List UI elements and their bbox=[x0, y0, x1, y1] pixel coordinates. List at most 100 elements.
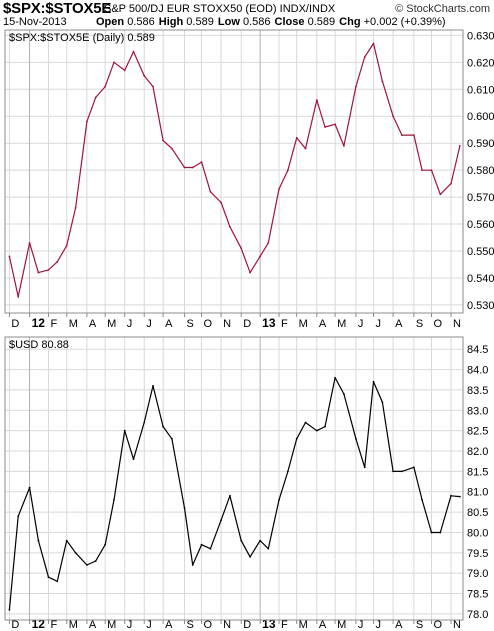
usd-data-point bbox=[267, 547, 270, 550]
usd-x-tick-label: A bbox=[165, 619, 173, 631]
usd-data-point bbox=[304, 421, 307, 424]
usd-x-tick-label: D bbox=[11, 619, 19, 631]
usd-data-point bbox=[65, 539, 68, 542]
ratio-series-line bbox=[8, 42, 461, 298]
usd-data-point bbox=[209, 547, 212, 550]
usd-x-tick-label: J bbox=[146, 619, 152, 631]
ratio-x-tick-label: M bbox=[107, 318, 116, 330]
ratio-x-tick-label: S bbox=[416, 318, 423, 330]
usd-y-tick-label: 83.5 bbox=[467, 385, 488, 397]
ratio-y-tick-label: 0.550 bbox=[467, 246, 494, 258]
usd-data-point bbox=[315, 429, 318, 432]
ratio-data-point bbox=[37, 271, 40, 274]
ratio-data-point bbox=[240, 247, 243, 250]
ratio-data-point bbox=[355, 85, 357, 88]
usd-x-tick-label: M bbox=[107, 619, 116, 631]
low-value: 0.586 bbox=[242, 16, 271, 28]
usd-y-tick-label: 79.0 bbox=[467, 568, 488, 580]
usd-data-point bbox=[286, 470, 289, 473]
ratio-data-point bbox=[343, 144, 345, 147]
ratio-x-tick-label: O bbox=[434, 318, 443, 330]
usd-data-point bbox=[74, 551, 77, 554]
usd-data-point bbox=[56, 580, 59, 583]
usd-data-point bbox=[37, 539, 40, 542]
ratio-x-tick-label: N bbox=[453, 318, 461, 330]
ratio-x-tick-label: A bbox=[395, 318, 403, 330]
usd-x-tick-label: S bbox=[416, 619, 423, 631]
chg-label: Chg bbox=[339, 16, 361, 28]
usd-x-tick-label: 13 bbox=[262, 617, 276, 631]
open-value: 0.586 bbox=[127, 16, 155, 28]
ratio-x-tick-label: O bbox=[204, 318, 213, 330]
ratio-y-tick-label: 0.630 bbox=[467, 30, 494, 42]
ratio-data-point bbox=[278, 188, 280, 190]
ratio-data-point bbox=[304, 147, 307, 150]
usd-y-tick-label: 78.5 bbox=[467, 589, 488, 601]
ratio-y-tick-label: 0.590 bbox=[467, 138, 494, 150]
usd-data-point bbox=[85, 564, 88, 566]
usd-y-tick-label: 84.0 bbox=[467, 365, 488, 377]
ratio-x-tick-label: D bbox=[243, 318, 251, 330]
usd-data-point bbox=[171, 437, 173, 440]
ratio-x-tick-label: F bbox=[281, 318, 288, 330]
ratio-data-point bbox=[123, 69, 126, 72]
usd-data-point bbox=[430, 531, 433, 534]
usd-data-point bbox=[324, 425, 326, 428]
ratio-data-point bbox=[28, 242, 31, 244]
ratio-x-tick-label: 12 bbox=[32, 316, 46, 330]
close-value: 0.589 bbox=[307, 16, 336, 28]
usd-x-tick-label: A bbox=[319, 619, 327, 631]
ratio-data-point bbox=[334, 123, 337, 126]
ratio-data-point bbox=[191, 166, 194, 169]
ratio-data-point bbox=[267, 242, 270, 244]
usd-data-point bbox=[295, 437, 298, 440]
ratio-y-tick-label: 0.530 bbox=[467, 300, 494, 312]
ratio-data-point bbox=[315, 99, 318, 101]
open-label: Open bbox=[96, 16, 125, 28]
low-label: Low bbox=[217, 16, 240, 28]
ratio-data-point bbox=[171, 147, 173, 150]
ratio-plot-area bbox=[5, 30, 463, 313]
usd-data-point bbox=[191, 564, 194, 566]
ratio-x-tick-label: A bbox=[89, 318, 97, 330]
usd-data-point bbox=[363, 466, 366, 469]
usd-data-point bbox=[28, 486, 31, 489]
usd-y-tick-label: 82.5 bbox=[467, 426, 488, 438]
usd-x-tick-label: S bbox=[187, 619, 194, 631]
usd-data-point bbox=[17, 515, 20, 518]
ratio-data-point bbox=[85, 120, 88, 123]
usd-x-tick-label: M bbox=[69, 619, 78, 631]
usd-data-point bbox=[143, 421, 146, 424]
ratio-data-point bbox=[209, 190, 212, 193]
ratio-data-point bbox=[143, 74, 146, 77]
brand-watermark[interactable]: © StockCharts.com bbox=[395, 3, 490, 15]
ratio-data-point bbox=[104, 85, 107, 88]
usd-data-point bbox=[123, 429, 126, 432]
usd-data-point bbox=[439, 531, 442, 534]
usd-data-point bbox=[152, 384, 154, 387]
usd-x-tick-label: J bbox=[127, 619, 133, 631]
usd-x-tick-label: F bbox=[281, 619, 288, 631]
ratio-y-tick-label: 0.600 bbox=[467, 111, 494, 123]
usd-y-tick-label: 78.0 bbox=[467, 609, 488, 621]
usd-x-tick-label: O bbox=[434, 619, 443, 631]
symbol-title: $SPX:$STOX5E bbox=[3, 0, 112, 17]
ratio-data-point bbox=[183, 166, 186, 169]
usd-y-tick-label: 82.0 bbox=[467, 446, 488, 458]
ratio-x-tick-label: J bbox=[376, 318, 382, 330]
ratio-data-point bbox=[56, 260, 59, 263]
ratio-x-tick-label: J bbox=[146, 318, 152, 330]
usd-x-tick-label: M bbox=[299, 619, 308, 631]
ratio-data-point bbox=[295, 136, 298, 139]
ratio-y-tick-label: 0.540 bbox=[467, 273, 494, 285]
usd-x-tick-label: J bbox=[376, 619, 382, 631]
usd-x-tick-label: F bbox=[50, 619, 57, 631]
usd-x-tick-label: 12 bbox=[32, 617, 46, 631]
usd-data-point bbox=[183, 507, 186, 509]
ratio-data-point bbox=[458, 144, 461, 147]
ratio-data-point bbox=[220, 201, 222, 204]
ratio-data-point bbox=[430, 169, 433, 172]
ratio-data-point bbox=[94, 96, 97, 99]
ratio-x-tick-label: A bbox=[165, 318, 173, 330]
